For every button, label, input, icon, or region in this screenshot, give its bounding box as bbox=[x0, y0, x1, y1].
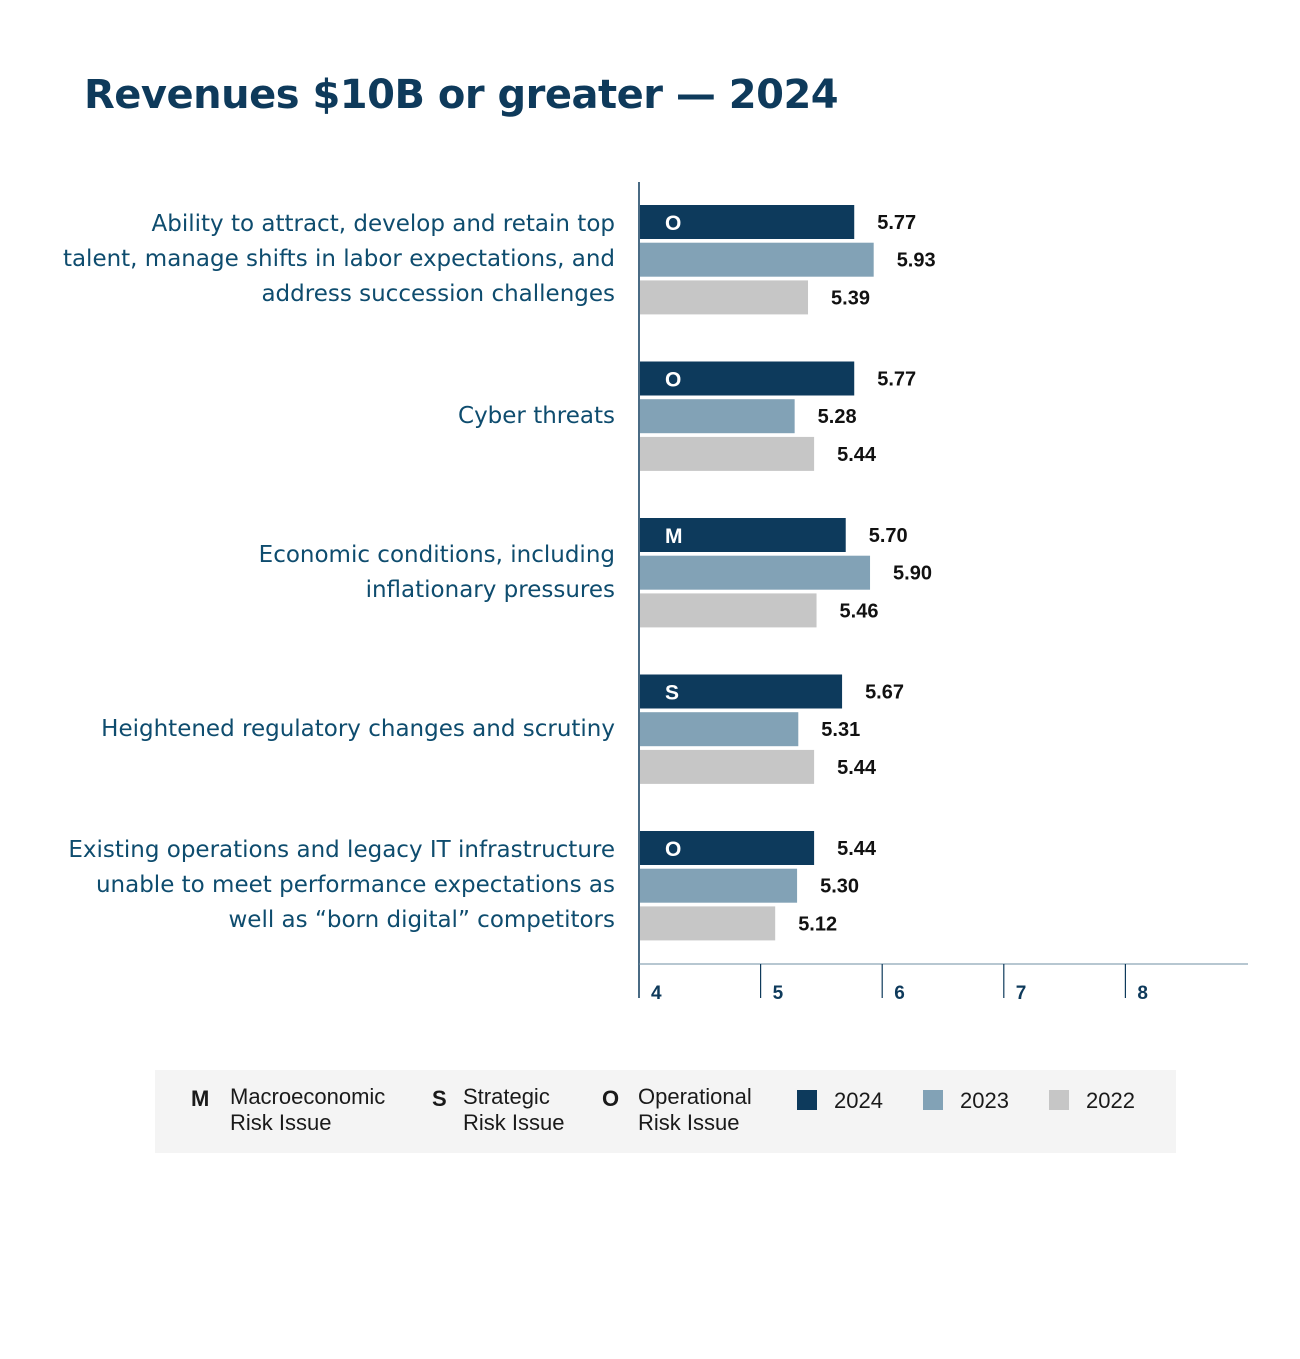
bar-value-label: 5.31 bbox=[821, 719, 860, 741]
legend-year-label: 2024 bbox=[834, 1088, 883, 1113]
bar-2024 bbox=[640, 361, 855, 396]
legend-letter-strategic: S bbox=[432, 1086, 447, 1111]
legend-swatch-2022 bbox=[1049, 1090, 1069, 1110]
legend-swatch-2023 bbox=[923, 1090, 943, 1110]
bar-value-label: 5.28 bbox=[818, 406, 857, 428]
bar-2024 bbox=[640, 205, 855, 239]
legend-label-line: Macroeconomic bbox=[230, 1084, 386, 1109]
category-label-line: address succession challenges bbox=[261, 281, 615, 308]
bar-value-label: 5.67 bbox=[865, 682, 904, 704]
category-label-line: Ability to attract, develop and retain t… bbox=[151, 211, 615, 238]
category-label: Existing operations and legacy IT infras… bbox=[55, 833, 615, 938]
bar-value-label: 5.30 bbox=[820, 876, 859, 898]
risk-code-label: O bbox=[665, 369, 681, 392]
bar-2022 bbox=[640, 593, 817, 628]
bar-chart: 4 5 6 7 8 5.77 O 5.93 5.39 5.77 O 5.28 5.44 5.70 M 5.90… bbox=[638, 182, 1248, 1004]
category-label-line: Economic conditions, including bbox=[258, 541, 615, 568]
bar-value-label: 5.77 bbox=[877, 369, 916, 391]
bar-value-label: 5.93 bbox=[897, 250, 936, 272]
risk-code-label: O bbox=[665, 838, 681, 861]
risk-code-label: S bbox=[665, 682, 679, 705]
legend-letter-operational: O bbox=[602, 1086, 620, 1111]
x-tick-label: 7 bbox=[1016, 983, 1027, 1004]
risk-code-label: O bbox=[665, 212, 681, 235]
bar-2022 bbox=[640, 906, 776, 941]
category-label-line: unable to meet performance expectations … bbox=[95, 872, 615, 899]
x-tick-label: 6 bbox=[894, 983, 905, 1004]
legend-label-line: Risk Issue bbox=[638, 1110, 740, 1135]
legend-year-label: 2022 bbox=[1086, 1088, 1135, 1113]
bar-2023 bbox=[640, 399, 795, 434]
risk-code-label: M bbox=[665, 525, 683, 548]
legend-item-strategic: Strategic Risk Issue bbox=[463, 1084, 564, 1136]
legend-item-2024: 2024 bbox=[834, 1088, 883, 1114]
category-label-line: talent, manage shifts in labor expectati… bbox=[62, 246, 615, 273]
legend-label-line: Operational bbox=[638, 1084, 752, 1109]
bar-value-label: 5.39 bbox=[831, 287, 870, 309]
legend-item-operational: Operational Risk Issue bbox=[638, 1084, 752, 1136]
bar-2023 bbox=[640, 868, 798, 903]
legend-label-line: Risk Issue bbox=[463, 1110, 565, 1135]
legend-label-line: Strategic bbox=[463, 1084, 550, 1109]
bar-2024 bbox=[640, 674, 843, 709]
bar-value-label: 5.90 bbox=[893, 563, 932, 585]
legend-item-macroeconomic: Macroeconomic Risk Issue bbox=[230, 1084, 385, 1136]
legend: M Macroeconomic Risk Issue S Strategic R… bbox=[155, 1070, 1176, 1153]
bar-value-label: 5.46 bbox=[840, 600, 879, 622]
bar-2022 bbox=[640, 280, 809, 315]
category-label-line: well as “born digital” competitors bbox=[228, 907, 616, 934]
bar-value-label: 5.70 bbox=[869, 525, 908, 547]
bar-2024 bbox=[640, 518, 846, 552]
legend-item-2022: 2022 bbox=[1086, 1088, 1135, 1114]
x-tick-label: 4 bbox=[651, 983, 662, 1004]
bar-2023 bbox=[640, 555, 871, 590]
bar-value-label: 5.12 bbox=[798, 913, 837, 935]
x-tick-label: 8 bbox=[1137, 983, 1148, 1004]
legend-swatch-2024 bbox=[797, 1090, 817, 1110]
bar-value-label: 5.77 bbox=[877, 212, 916, 234]
bar-2023 bbox=[640, 712, 799, 747]
legend-letter-macroeconomic: M bbox=[191, 1086, 210, 1111]
bar-2023 bbox=[640, 242, 874, 277]
category-label-line: inflationary pressures bbox=[365, 576, 615, 603]
category-label-line: Heightened regulatory changes and scruti… bbox=[101, 715, 615, 742]
bar-value-label: 5.44 bbox=[837, 757, 877, 779]
bar-value-label: 5.44 bbox=[837, 444, 877, 466]
bar-value-label: 5.44 bbox=[837, 838, 877, 860]
category-label: Economic conditions, including inflationa… bbox=[55, 538, 615, 608]
category-label: Cyber threats bbox=[55, 399, 615, 434]
category-label-line: Cyber threats bbox=[458, 402, 615, 429]
legend-label-line: Risk Issue bbox=[230, 1110, 332, 1135]
bar-2024 bbox=[640, 831, 815, 865]
x-tick-label: 5 bbox=[773, 983, 784, 1004]
bar-2022 bbox=[640, 436, 815, 471]
chart-title: Revenues $10B or greater — 2024 bbox=[84, 72, 839, 118]
bar-2022 bbox=[640, 749, 815, 784]
category-label-line: Existing operations and legacy IT infras… bbox=[68, 837, 615, 864]
category-label: Heightened regulatory changes and scruti… bbox=[55, 712, 615, 747]
legend-item-2023: 2023 bbox=[960, 1088, 1009, 1114]
category-label: Ability to attract, develop and retain t… bbox=[55, 207, 615, 312]
legend-year-label: 2023 bbox=[960, 1088, 1009, 1113]
